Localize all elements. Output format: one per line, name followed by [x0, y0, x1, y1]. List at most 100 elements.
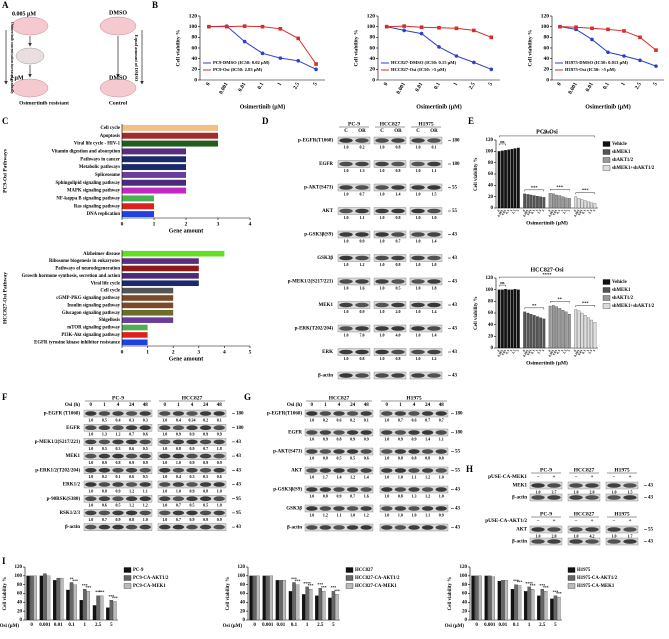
- bar: [122, 332, 148, 338]
- bar: [497, 151, 501, 209]
- band-quant: 0.4: [116, 417, 121, 422]
- row-label: EGFR: [319, 162, 333, 167]
- x-tick-label: 2.5: [511, 349, 517, 355]
- band-quant: 0.6: [102, 503, 107, 508]
- x-tick-label: 1: [153, 221, 156, 227]
- point: [638, 35, 642, 40]
- blot-band: [381, 430, 393, 435]
- mw-label: 55: [455, 450, 461, 455]
- blot-strip: [605, 493, 639, 502]
- bar: [488, 575, 492, 621]
- band-quant: 1.2: [425, 474, 430, 479]
- category-label: Ribosome biogenesis in eukaryotes: [49, 259, 120, 264]
- blot-band: [98, 510, 111, 516]
- category-label: Shigellosis: [99, 318, 120, 323]
- legend-swatch: [602, 141, 611, 147]
- blot-strip: [605, 537, 639, 546]
- blot-band: [172, 453, 185, 459]
- lane-label: C: [380, 129, 384, 134]
- x-tick-label: 0.001: [573, 349, 580, 358]
- x-tick-label: 1: [509, 209, 513, 213]
- blot-band: [333, 506, 345, 511]
- significance-label: ***: [85, 586, 91, 590]
- legend-label: shAKT1/2: [612, 158, 634, 163]
- blot-band: [381, 449, 393, 454]
- bar: [478, 575, 482, 621]
- band-quant: 0.5: [337, 455, 342, 460]
- significance-label: ***: [317, 583, 323, 587]
- x-tick-label: 1: [586, 209, 590, 213]
- x-tick-label: 0.001: [548, 209, 555, 218]
- blot-band: [199, 439, 212, 445]
- y-tick-label: 40: [17, 600, 23, 605]
- band-quant: 0.3: [143, 417, 148, 422]
- band-quant: 0.5: [350, 455, 355, 460]
- y-tick-label: 80: [370, 35, 376, 41]
- band-quant: 0.1: [364, 417, 369, 422]
- band-quant: 1.1: [432, 168, 437, 173]
- blot-strip: [605, 481, 639, 490]
- blot-band: [569, 539, 583, 544]
- bar: [551, 193, 555, 209]
- band-quant: 1.4: [337, 474, 342, 479]
- legend-swatch: [602, 279, 611, 285]
- legend-swatch: [567, 575, 576, 581]
- legend-label: PC9-CA-AKT1/2: [133, 576, 169, 581]
- x-tick-label: 5: [592, 349, 596, 353]
- legend-swatch: [345, 575, 354, 581]
- x-tick-label: 0: [573, 209, 577, 213]
- y-tick-label: 0: [20, 618, 23, 623]
- lane-label: +: [553, 475, 556, 480]
- bar: [583, 200, 587, 209]
- blot-band: [421, 430, 434, 435]
- row-label: p-ERK(T202/204): [295, 327, 334, 332]
- significance-label: ***: [556, 592, 562, 596]
- x-tick-label: 0.1: [68, 623, 75, 628]
- legend-label: PC9-CA-MEK1: [133, 584, 166, 589]
- significance-label: ***: [553, 591, 559, 595]
- band-quant: 0.9: [176, 432, 181, 437]
- bar: [471, 575, 475, 621]
- blot-band: [394, 506, 407, 511]
- y-tick-label: 60: [488, 311, 494, 316]
- band-quant: 0.5: [143, 446, 148, 451]
- mw-label: 180: [455, 431, 463, 436]
- band-quant: 0.5: [102, 446, 107, 451]
- row-label: p-EGFR (T1068): [44, 412, 81, 417]
- bar: [513, 288, 517, 349]
- x-tick-label: 2.5: [539, 623, 546, 628]
- bar: [558, 195, 562, 209]
- band-quant: 1.0: [344, 168, 349, 173]
- lane-label: 4: [413, 403, 416, 408]
- band-quant: 4.0: [396, 332, 401, 337]
- y-tick-label: 20: [370, 67, 376, 73]
- y-tick-label: 60: [370, 45, 376, 51]
- blot-band: [125, 468, 138, 473]
- bar: [83, 588, 87, 621]
- blot-band: [172, 425, 185, 431]
- cell-dish: [15, 47, 45, 65]
- lane-label: 0: [311, 403, 314, 408]
- blot-band: [355, 373, 369, 378]
- band-quant: 0.8: [360, 356, 365, 361]
- blot-band: [623, 483, 637, 488]
- significance-label: ****: [543, 272, 553, 277]
- blot-band: [421, 487, 434, 492]
- band-quant: 0.3: [129, 417, 134, 422]
- mw-label: 180: [236, 426, 244, 431]
- bar: [113, 601, 117, 621]
- blot-band: [435, 430, 447, 435]
- blot-band: [125, 425, 138, 431]
- mw-label: 43: [236, 468, 242, 473]
- blot-band: [186, 439, 198, 445]
- band-quant: 1.0: [384, 512, 389, 517]
- bar: [43, 573, 47, 621]
- mw-label: 43: [455, 488, 461, 493]
- mw-label: 43: [648, 484, 654, 489]
- band-quant: 1.0: [344, 332, 349, 337]
- blot-strip: [337, 136, 371, 145]
- x-tick-label: 0.001: [522, 349, 529, 358]
- bar: [301, 594, 306, 621]
- bar: [580, 199, 584, 209]
